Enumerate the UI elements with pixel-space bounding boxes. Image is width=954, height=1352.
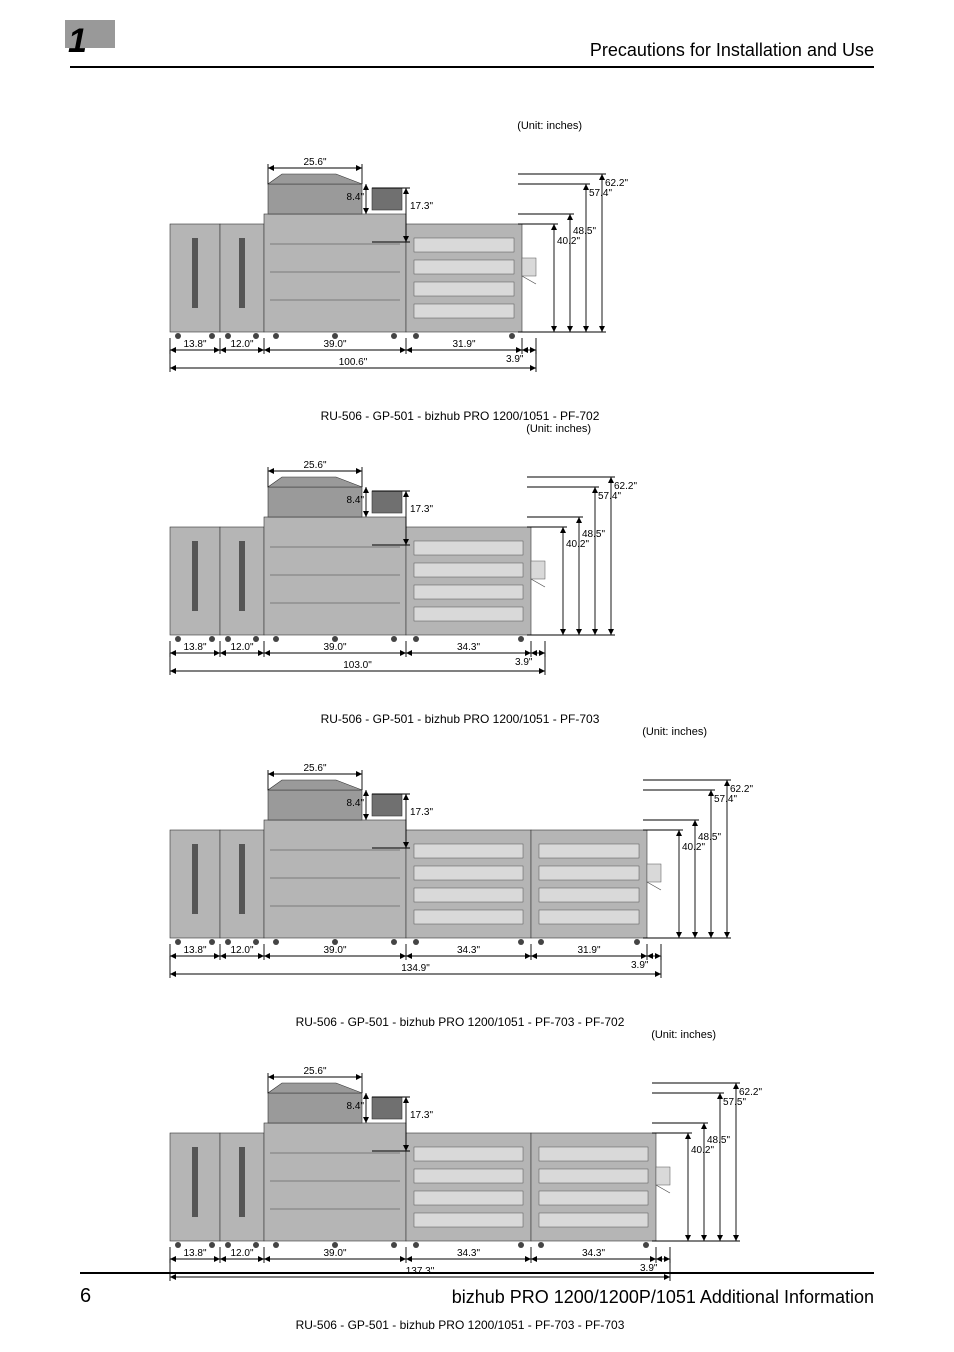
page-number: 6 xyxy=(80,1285,91,1308)
svg-text:3.9": 3.9" xyxy=(631,960,649,971)
svg-text:12.0": 12.0" xyxy=(230,339,253,350)
svg-text:62.2": 62.2" xyxy=(605,178,628,189)
svg-text:8.4": 8.4" xyxy=(347,798,365,809)
svg-text:8.4": 8.4" xyxy=(347,495,365,506)
header-rule xyxy=(70,66,874,68)
diagram: (Unit: inches) 13.8" 12.0" 39.0" 31.9" 3.9" 10… xyxy=(150,120,770,423)
svg-text:12.0": 12.0" xyxy=(230,1248,253,1259)
svg-text:13.8": 13.8" xyxy=(183,1248,206,1259)
svg-text:40.2": 40.2" xyxy=(682,842,705,853)
page-header-title: Precautions for Installation and Use xyxy=(590,40,874,61)
svg-text:31.9": 31.9" xyxy=(577,945,600,956)
svg-text:48.5": 48.5" xyxy=(582,529,605,540)
svg-text:39.0": 39.0" xyxy=(323,642,346,653)
svg-text:40.2": 40.2" xyxy=(691,1145,714,1156)
diagram: (Unit: inches) 13.8" 12.0" 39.0" 34.3" 3.9" 10… xyxy=(150,423,770,726)
svg-text:34.3": 34.3" xyxy=(457,1248,480,1259)
machine-dimension-diagram: 13.8" 12.0" 39.0" 34.3" 31.9" 3.9" 134.9" 25.6"… xyxy=(150,738,770,1013)
diagram: (Unit: inches) 13.8" 12.0" 39.0" 34.3" 31.9" 3… xyxy=(150,726,770,1029)
svg-text:57.4": 57.4" xyxy=(598,491,621,502)
svg-text:62.2": 62.2" xyxy=(730,784,753,795)
svg-text:25.6": 25.6" xyxy=(303,460,326,471)
unit-label: (Unit: inches) xyxy=(150,120,770,132)
chapter-number: 1 xyxy=(68,22,87,61)
svg-text:17.3": 17.3" xyxy=(410,201,433,212)
svg-text:62.2": 62.2" xyxy=(739,1087,762,1098)
svg-text:62.2": 62.2" xyxy=(614,481,637,492)
svg-text:39.0": 39.0" xyxy=(323,1248,346,1259)
svg-text:34.3": 34.3" xyxy=(582,1248,605,1259)
svg-text:48.5": 48.5" xyxy=(573,226,596,237)
svg-text:48.5": 48.5" xyxy=(698,832,721,843)
unit-label: (Unit: inches) xyxy=(150,726,770,738)
diagram-caption: RU-506 - GP-501 - bizhub PRO 1200/1051 -… xyxy=(150,1318,770,1332)
svg-text:48.5": 48.5" xyxy=(707,1135,730,1146)
svg-text:134.9": 134.9" xyxy=(401,963,430,974)
svg-text:12.0": 12.0" xyxy=(230,642,253,653)
diagram-caption: RU-506 - GP-501 - bizhub PRO 1200/1051 -… xyxy=(150,1015,770,1029)
svg-text:25.6": 25.6" xyxy=(303,1066,326,1077)
svg-text:57.4": 57.4" xyxy=(589,188,612,199)
unit-label: (Unit: inches) xyxy=(150,1029,770,1041)
svg-text:13.8": 13.8" xyxy=(183,339,206,350)
svg-text:40.2": 40.2" xyxy=(557,236,580,247)
svg-text:13.8": 13.8" xyxy=(183,945,206,956)
footer-rule xyxy=(80,1272,874,1274)
svg-text:13.8": 13.8" xyxy=(183,642,206,653)
svg-text:25.6": 25.6" xyxy=(303,157,326,168)
svg-text:12.0": 12.0" xyxy=(230,945,253,956)
diagram-caption: RU-506 - GP-501 - bizhub PRO 1200/1051 -… xyxy=(150,712,770,726)
unit-label: (Unit: inches) xyxy=(150,423,770,435)
svg-text:17.3": 17.3" xyxy=(410,807,433,818)
svg-text:8.4": 8.4" xyxy=(347,1101,365,1112)
diagram-caption: RU-506 - GP-501 - bizhub PRO 1200/1051 -… xyxy=(150,409,770,423)
svg-text:57.4": 57.4" xyxy=(714,794,737,805)
svg-text:31.9": 31.9" xyxy=(452,339,475,350)
svg-text:40.2": 40.2" xyxy=(566,539,589,550)
svg-text:3.9": 3.9" xyxy=(506,354,524,365)
footer-title: bizhub PRO 1200/1200P/1051 Additional In… xyxy=(452,1287,874,1308)
svg-text:17.3": 17.3" xyxy=(410,504,433,515)
svg-text:100.6": 100.6" xyxy=(339,357,368,368)
machine-dimension-diagram: 13.8" 12.0" 39.0" 34.3" 3.9" 103.0" 25.6" 8.4" 1… xyxy=(150,435,770,710)
svg-text:17.3": 17.3" xyxy=(410,1110,433,1121)
svg-text:57.5": 57.5" xyxy=(723,1097,746,1108)
svg-text:39.0": 39.0" xyxy=(323,339,346,350)
svg-text:25.6": 25.6" xyxy=(303,763,326,774)
svg-text:34.3": 34.3" xyxy=(457,945,480,956)
machine-dimension-diagram: 13.8" 12.0" 39.0" 31.9" 3.9" 100.6" 25.6" 8.4" 1… xyxy=(150,132,770,407)
svg-text:8.4": 8.4" xyxy=(347,192,365,203)
diagram-region: (Unit: inches) 13.8" 12.0" 39.0" 31.9" 3.9" 10… xyxy=(150,120,770,1332)
svg-text:3.9": 3.9" xyxy=(515,657,533,668)
svg-text:39.0": 39.0" xyxy=(323,945,346,956)
machine-dimension-diagram: 13.8"12.0"39.0"34.3"34.3"3.9"137.3"25.6"… xyxy=(150,1041,770,1316)
svg-text:103.0": 103.0" xyxy=(343,660,372,671)
svg-text:34.3": 34.3" xyxy=(457,642,480,653)
